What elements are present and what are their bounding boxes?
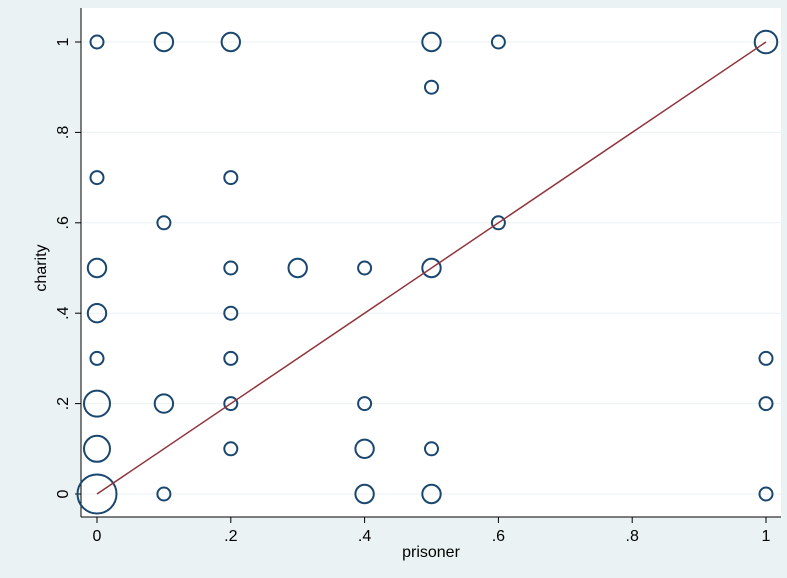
y-tick-label: .6 — [55, 216, 72, 229]
data-point — [223, 170, 239, 186]
axes — [75, 8, 781, 523]
data-point — [758, 396, 774, 412]
y-tick-label: 1 — [55, 37, 72, 46]
tick-labels: 0 .2 .4 .6 .8 1 0 .2 .4 .6 .8 1 — [55, 37, 771, 545]
data-point — [89, 350, 105, 366]
x-tick-label: .6 — [492, 528, 505, 545]
data-point — [223, 260, 239, 276]
reference-line — [96, 41, 767, 495]
data-point — [758, 486, 774, 502]
data-point — [223, 350, 239, 366]
fit-line — [96, 41, 767, 495]
y-tick-label: .4 — [55, 306, 72, 319]
x-tick-label: 1 — [762, 528, 771, 545]
y-tick-label: .2 — [55, 397, 72, 410]
data-point — [223, 441, 239, 457]
y-axis-title: charity — [33, 244, 50, 291]
data-point — [223, 305, 239, 321]
data-point — [83, 389, 111, 418]
data-point — [421, 31, 442, 53]
data-point — [287, 257, 308, 279]
data-point — [490, 34, 506, 50]
x-tick-label: .8 — [626, 528, 639, 545]
data-point — [153, 393, 175, 414]
data-point — [86, 257, 108, 279]
data-points — [76, 29, 779, 515]
grid-lines — [81, 41, 781, 495]
data-point — [83, 434, 111, 463]
data-point — [76, 473, 118, 515]
data-point — [357, 396, 373, 412]
data-point — [421, 257, 442, 279]
data-point — [153, 31, 175, 53]
x-axis-title: prisoner — [402, 544, 460, 561]
data-point — [89, 34, 105, 50]
plot-area — [81, 8, 781, 517]
data-point — [354, 438, 375, 459]
x-tick-label: 0 — [93, 528, 102, 545]
data-point — [490, 215, 506, 231]
x-tick-label: .2 — [224, 528, 237, 545]
data-point — [156, 486, 172, 502]
data-point — [89, 170, 105, 186]
data-point — [421, 483, 442, 505]
data-point — [424, 441, 439, 457]
data-point — [758, 350, 774, 366]
data-point — [753, 29, 779, 55]
data-point — [357, 260, 373, 276]
x-tick-label: .4 — [358, 528, 371, 545]
data-point — [354, 483, 375, 505]
data-point — [223, 396, 239, 412]
data-point — [424, 79, 439, 95]
data-point — [86, 303, 108, 324]
y-tick-label: .8 — [55, 126, 72, 139]
y-tick-label: 0 — [55, 489, 72, 498]
data-point — [220, 31, 241, 53]
data-point — [156, 215, 172, 231]
